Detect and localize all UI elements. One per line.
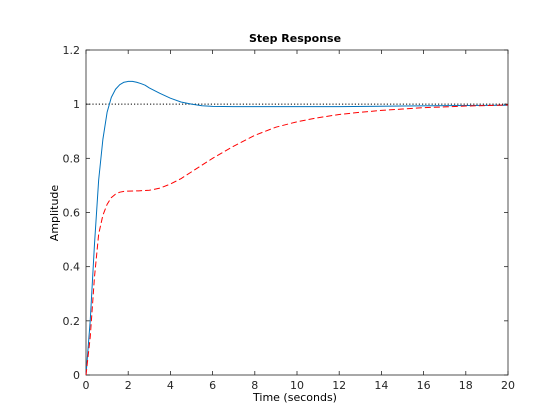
- y-tick-label: 0: [73, 369, 80, 382]
- x-tick-label: 0: [83, 379, 90, 392]
- y-tick-label: 0.6: [63, 207, 81, 220]
- x-tick-label: 2: [125, 379, 132, 392]
- plot-area: [85, 49, 509, 376]
- x-tick-label: 16: [417, 379, 431, 392]
- series-line-solid: [85, 80, 509, 376]
- series-layer: [85, 80, 509, 376]
- chart-title: Step Response: [249, 32, 341, 45]
- series-line-dashed: [85, 104, 509, 376]
- axis-ticks: 0 2 4 6 8 10 12 14 16 18 20 0 0.2 0.4 0.6 0.8 1 1.2: [63, 44, 516, 392]
- x-tick-label: 20: [501, 379, 515, 392]
- y-axis-label: Amplitude: [48, 185, 61, 242]
- y-tick-label: 0.4: [63, 261, 81, 274]
- x-tick-label: 8: [251, 379, 258, 392]
- x-tick-label: 4: [167, 379, 174, 392]
- x-tick-label: 6: [209, 379, 216, 392]
- y-tick-label: 0.2: [63, 315, 81, 328]
- x-tick-label: 12: [332, 379, 346, 392]
- x-tick-label: 18: [459, 379, 473, 392]
- y-tick-label: 1: [73, 98, 80, 111]
- x-axis-label: Time (seconds): [252, 391, 337, 404]
- y-tick-label: 0.8: [63, 152, 81, 165]
- x-tick-label: 14: [374, 379, 388, 392]
- y-tick-label: 1.2: [63, 44, 81, 57]
- x-tick-label: 10: [290, 379, 304, 392]
